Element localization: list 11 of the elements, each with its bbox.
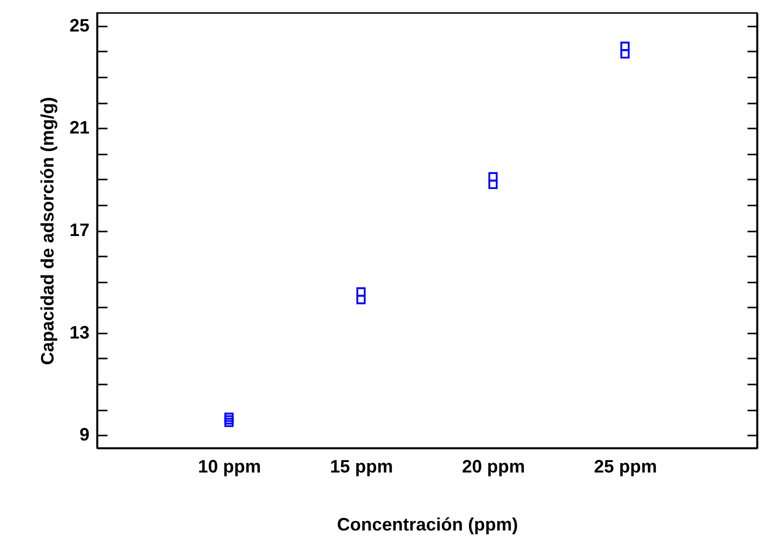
y-tick-label: 13 [69, 322, 90, 342]
x-axis-title: Concentración (ppm) [336, 514, 518, 534]
x-tick-label: 25 ppm [594, 456, 658, 476]
y-tick-label: 25 [69, 15, 90, 36]
x-tick-label: 15 ppm [330, 456, 394, 476]
x-tick-label: 20 ppm [462, 456, 526, 476]
y-tick-label: 17 [69, 220, 90, 240]
x-tick-label: 10 ppm [198, 456, 262, 476]
y-tick-label: 21 [69, 118, 90, 138]
y-axis-title: Capacidad de adsorción (mg/g) [37, 96, 58, 366]
y-tick-label: 9 [79, 424, 90, 445]
